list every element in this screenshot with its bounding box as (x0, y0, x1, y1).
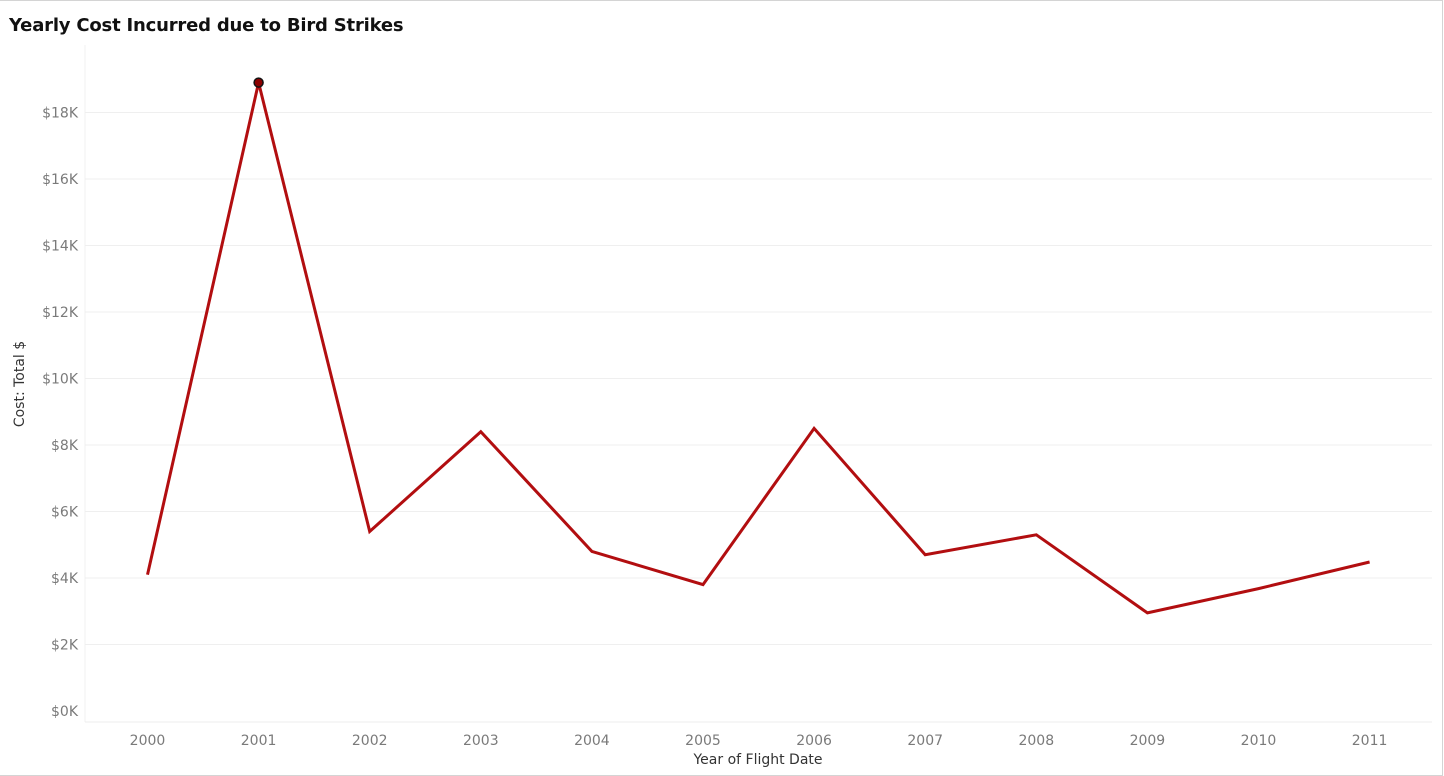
data-point[interactable] (1367, 559, 1373, 565)
gridlines (84, 45, 1432, 723)
x-tick-label: 2011 (1352, 733, 1388, 749)
data-point[interactable] (811, 425, 817, 431)
data-point[interactable] (700, 582, 706, 588)
x-axis-title: Year of Flight Date (692, 752, 822, 768)
y-tick-label: $18K (42, 106, 79, 122)
data-point[interactable] (589, 548, 595, 554)
data-point[interactable] (478, 429, 484, 435)
x-tick-label: 2001 (241, 733, 277, 749)
x-tick-label: 2009 (1130, 733, 1166, 749)
x-tick-label: 2010 (1241, 733, 1277, 749)
data-point[interactable] (922, 552, 928, 558)
x-axis-ticks: 2000 2001 2002 2003 2004 2005 2006 2007 2008 2009… (130, 733, 1388, 749)
data-point[interactable] (1144, 610, 1150, 616)
plot-area (145, 77, 1373, 616)
x-tick-label: 2002 (352, 733, 388, 749)
x-tick-label: 2006 (796, 733, 832, 749)
y-tick-label: $14K (42, 239, 79, 255)
x-tick-label: 2004 (574, 733, 610, 749)
x-tick-label: 2000 (130, 733, 166, 749)
x-tick-label: 2007 (907, 733, 943, 749)
y-tick-label: $2K (51, 638, 79, 654)
chart-title: Yearly Cost Incurred due to Bird Strikes (9, 15, 404, 36)
y-tick-label: $16K (42, 172, 79, 188)
y-tick-label: $12K (42, 305, 79, 321)
y-tick-label: $10K (42, 372, 79, 388)
y-tick-label: $0K (51, 704, 79, 720)
series-line[interactable] (146, 82, 1370, 615)
x-tick-label: 2005 (685, 733, 721, 749)
data-point[interactable] (367, 528, 373, 534)
y-tick-label: $6K (51, 505, 79, 521)
y-axis-ticks: $0K $2K $4K $6K $8K $10K $12K $14K $16K $18K (42, 106, 79, 721)
y-tick-label: $8K (51, 438, 79, 454)
y-axis-title: Cost: Total $ (12, 341, 28, 427)
highlighted-data-point[interactable] (253, 77, 264, 88)
y-tick-label: $4K (51, 571, 79, 587)
x-tick-label: 2008 (1018, 733, 1054, 749)
data-point[interactable] (1256, 586, 1262, 592)
x-tick-label: 2003 (463, 733, 499, 749)
data-point[interactable] (145, 572, 151, 578)
data-point[interactable] (1033, 532, 1039, 538)
